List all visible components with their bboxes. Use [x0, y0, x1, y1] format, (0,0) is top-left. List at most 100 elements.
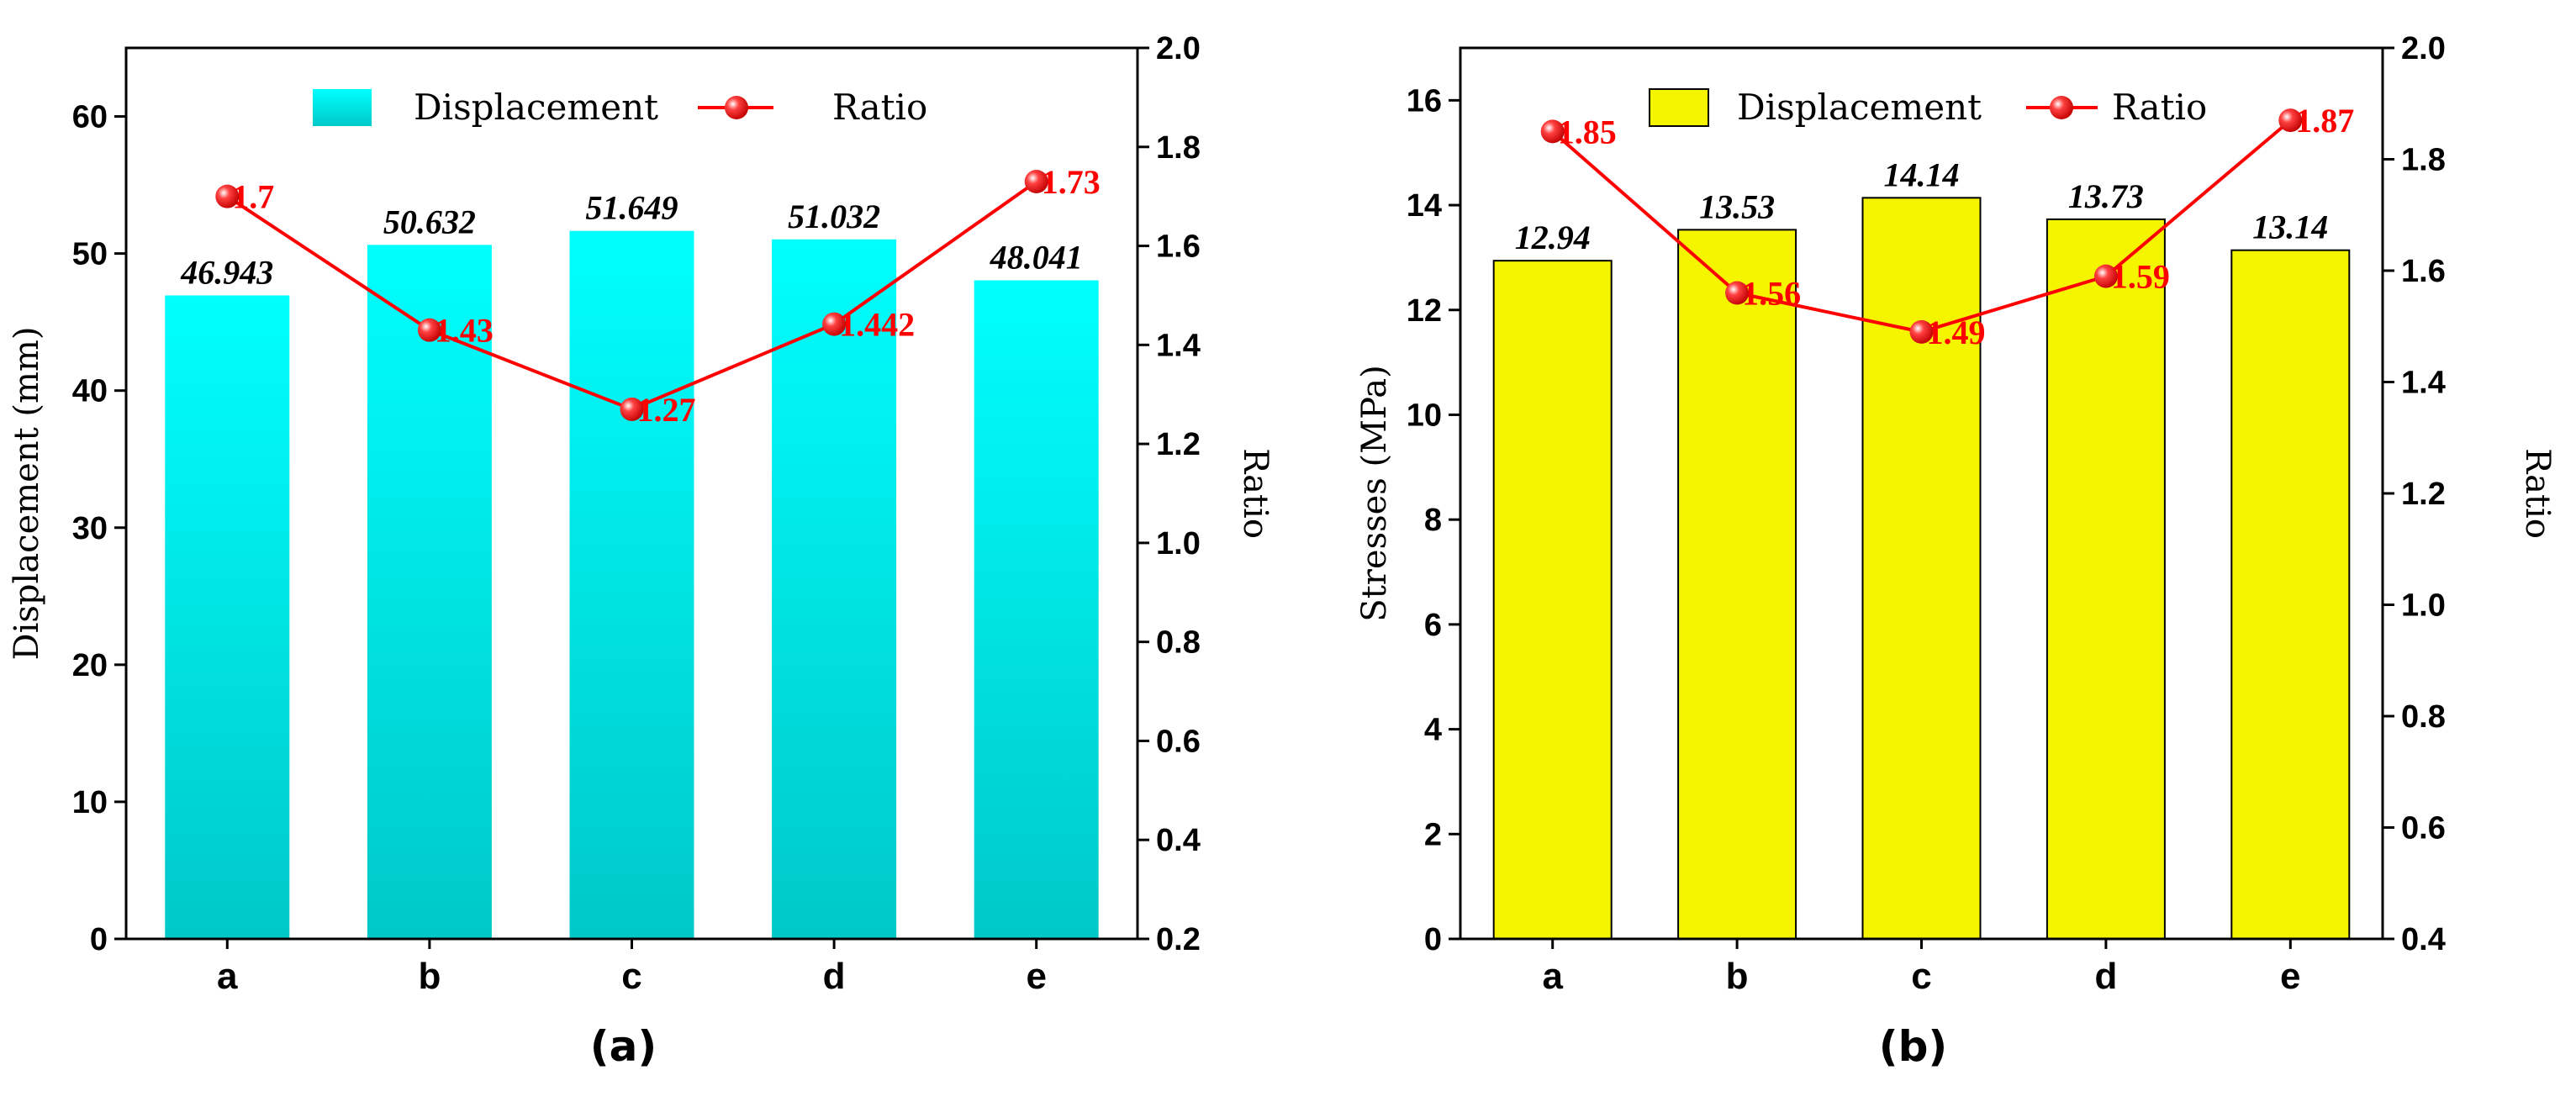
y-tick-label: 4 [1424, 713, 1442, 748]
ratio-point-b [417, 318, 441, 342]
ratio-point-e [2278, 108, 2303, 133]
ratio-value-label-c: 1.27 [637, 391, 696, 429]
y2-tick-label: 1.8 [2401, 143, 2446, 178]
ratio-value-label-b: 1.43 [435, 312, 494, 350]
y2-tick-label: 0.2 [1156, 922, 1201, 957]
y2-tick-label: 1.2 [1156, 427, 1201, 462]
legend-line-label: Ratio [2112, 87, 2207, 128]
ratio-value-label-e: 1.87 [2295, 102, 2354, 140]
bar-e [974, 280, 1099, 940]
x-tick-label-c: c [621, 956, 641, 997]
legend-bar-label: Displacement [414, 87, 658, 128]
y2-tick-label: 0.4 [2401, 922, 2446, 957]
ratio-point-c [620, 397, 644, 421]
y2-tick-label: 1.4 [1156, 328, 1201, 363]
x-tick-label-b: b [1726, 956, 1749, 997]
bar-a [1492, 260, 1613, 940]
bar-d [772, 239, 897, 939]
bar-a [165, 295, 290, 939]
y-tick-label: 60 [72, 100, 108, 135]
y-tick-label: 2 [1424, 817, 1442, 852]
legend-bar-label: Displacement [1737, 87, 1982, 128]
y2-tick-label: 0.6 [1156, 724, 1201, 759]
x-tick-label-b: b [418, 956, 441, 997]
y2-tick-label: 1.2 [2401, 477, 2446, 512]
y2-tick-label: 1.0 [1156, 526, 1201, 561]
bar-value-label-c: 51.649 [586, 189, 678, 227]
y2-tick-label: 1.6 [2401, 254, 2446, 289]
y2-tick-label: 1.8 [1156, 130, 1201, 166]
y-tick-label: 0 [1424, 922, 1442, 957]
y-tick-label: 10 [72, 785, 108, 820]
bar-value-label-d: 13.73 [2068, 177, 2144, 215]
bar-value-label-e: 48.041 [990, 239, 1083, 277]
x-tick-label-e: e [1026, 956, 1046, 997]
bar-value-label-d: 51.032 [788, 198, 880, 235]
y2-tick-label: 2.0 [2401, 31, 2446, 66]
y2-tick-label: 1.4 [2401, 366, 2446, 401]
bar-value-label-a: 12.94 [1515, 219, 1591, 256]
chart-panel-a: 46.943 50.632 51.649 51.032 48.041 0 10 20 30 40 5… [8, 31, 1275, 1071]
ratio-value-label-d: 1.59 [2111, 258, 2170, 296]
y2-tick-label: 2.0 [1156, 31, 1201, 66]
ratio-point-a [1540, 119, 1565, 144]
ratio-point-c [1909, 319, 1934, 344]
y2-tick-label: 0.4 [1156, 823, 1201, 858]
y2-tick-label: 0.8 [2401, 699, 2446, 735]
bar-e [2230, 249, 2351, 940]
ratio-value-label-b: 1.56 [1742, 275, 1801, 313]
y2-tick-label: 0.6 [2401, 811, 2446, 846]
bar-b [367, 245, 492, 939]
ratio-value-label-a: 1.85 [1558, 113, 1617, 150]
bar-c [569, 230, 694, 939]
x-tick-label-d: d [823, 956, 846, 997]
x-tick-label-a: a [217, 956, 238, 997]
y2-tick-label: 0.8 [1156, 625, 1201, 661]
y-tick-label: 50 [72, 237, 108, 272]
bar-d [2045, 218, 2166, 940]
bar-value-label-e: 13.14 [2252, 208, 2328, 246]
ratio-point-e [1024, 170, 1048, 193]
x-tick-label-e: e [2280, 956, 2300, 997]
y-tick-label: 40 [72, 374, 108, 409]
bar-value-label-c: 14.14 [1884, 156, 1960, 193]
legend-line-marker [725, 96, 748, 119]
ratio-point-a [215, 184, 240, 208]
y2-axis-title: Ratio [1236, 448, 1275, 539]
x-tick-label-a: a [1542, 956, 1563, 997]
chart-panel-b: 12.94 13.53 14.14 13.73 13.14 0 2 4 6 8 10 12 14 16 0.… [1355, 31, 2557, 1071]
legend-bar-swatch [313, 89, 372, 126]
bar-value-label-a: 46.943 [180, 253, 273, 291]
ratio-value-label-e: 1.73 [1042, 163, 1101, 201]
x-tick-label-d: d [2094, 956, 2117, 997]
ratio-value-label-a: 1.7 [232, 178, 274, 216]
legend-line-label: Ratio [832, 87, 927, 128]
bar-value-label-b: 13.53 [1699, 187, 1775, 225]
bar-b [1677, 229, 1797, 941]
y-tick-label: 20 [72, 648, 108, 683]
y-tick-label: 8 [1424, 503, 1442, 538]
ratio-value-label-c: 1.49 [1927, 314, 1986, 351]
y2-tick-label: 1.6 [1156, 229, 1201, 265]
y-tick-label: 6 [1424, 608, 1442, 643]
y-tick-label: 16 [1407, 83, 1442, 119]
y-tick-label: 10 [1407, 398, 1442, 433]
y-tick-label: 30 [72, 511, 108, 546]
panel-label: (b) [1879, 1022, 1948, 1071]
x-tick-label-c: c [1911, 956, 1931, 997]
y2-tick-label: 1.0 [2401, 588, 2446, 624]
y-axis-title: Stresses (MPa) [1355, 365, 1394, 621]
y-tick-label: 0 [90, 922, 108, 957]
legend-bar-swatch [1649, 88, 1709, 127]
ratio-value-label-d: 1.442 [839, 306, 915, 344]
ratio-point-d [822, 312, 847, 336]
y-tick-label: 14 [1407, 188, 1442, 224]
bar-value-label-b: 50.632 [383, 203, 476, 240]
y-axis-title: Displacement (mm) [8, 327, 46, 661]
ratio-point-d [2093, 264, 2118, 288]
y-tick-label: 12 [1407, 293, 1442, 329]
legend-line-marker [2050, 96, 2073, 119]
bar-c [1861, 197, 1982, 940]
ratio-point-b [1725, 281, 1750, 305]
